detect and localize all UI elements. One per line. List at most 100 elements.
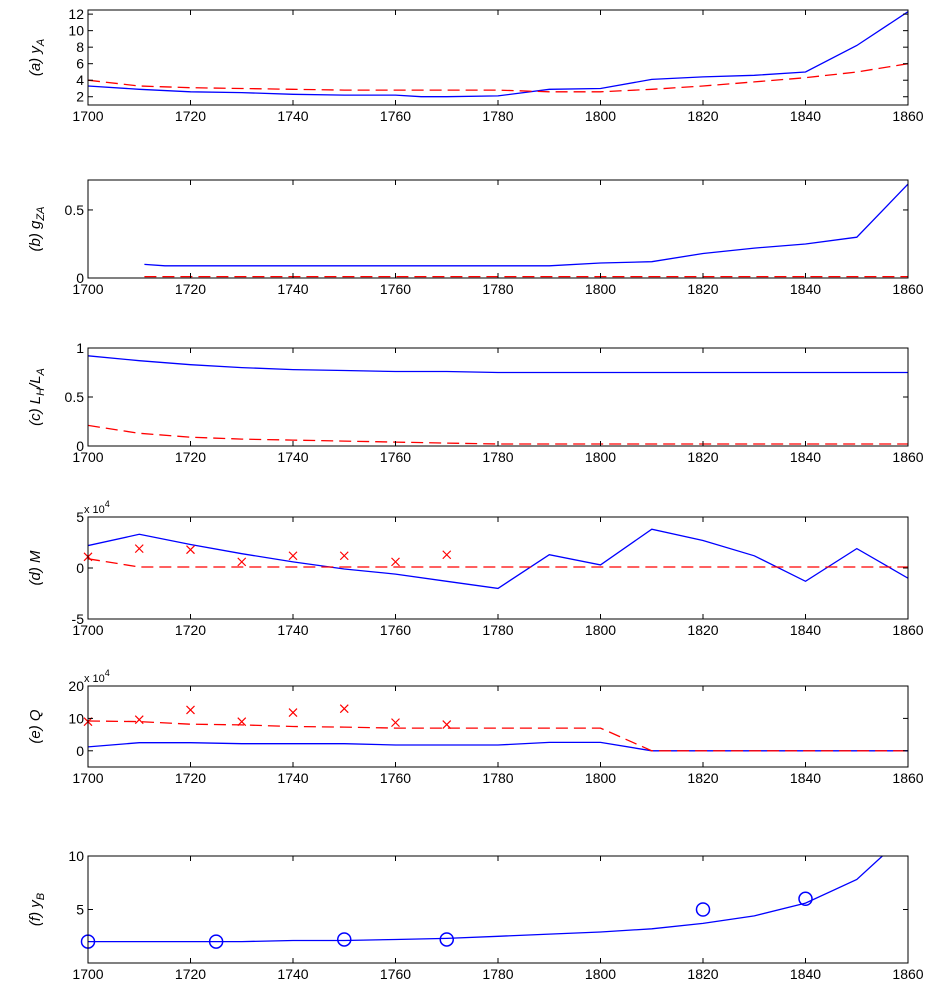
x-tick-label: 1800 <box>585 966 616 982</box>
y-tick-label: 12 <box>68 6 84 22</box>
x-tick-label: 1760 <box>380 108 411 124</box>
y-tick-label: 10 <box>68 848 84 864</box>
data-point-circle <box>695 902 711 917</box>
ylabel-prefix: (b) <box>27 229 44 252</box>
y-tick-label: 10 <box>68 23 84 39</box>
data-point-cross <box>391 718 400 728</box>
exponent-base: x 10 <box>84 504 105 516</box>
data-point-cross <box>391 557 400 567</box>
x-tick-label: 1800 <box>585 622 616 638</box>
ylabel-symbol: M <box>27 550 44 563</box>
y-tick-label: 5 <box>76 509 84 525</box>
x-tick-label: 1700 <box>72 770 103 786</box>
x-tick-label: 1740 <box>277 622 308 638</box>
ylabel-subscript: ZA <box>35 207 47 222</box>
x-tick-label: 1840 <box>790 281 821 297</box>
x-tick-label: 1780 <box>482 770 513 786</box>
data-point-cross <box>186 545 195 555</box>
series-line-dashed-red <box>88 63 908 93</box>
x-tick-label: 1860 <box>892 281 923 297</box>
x-tick-label: 1860 <box>892 622 923 638</box>
y-tick-label: 2 <box>76 89 84 105</box>
x-tick-label: 1860 <box>892 770 923 786</box>
y-axis-label: (f) yB <box>27 893 47 926</box>
y-axis-label: (c) LH/LA <box>27 368 47 426</box>
y-tick-label: 5 <box>76 902 84 918</box>
x-tick-label: 1700 <box>72 108 103 124</box>
ylabel-symbol-2: /L <box>27 375 44 389</box>
x-tick-label: 1700 <box>72 281 103 297</box>
x-tick-label: 1740 <box>277 281 308 297</box>
exponent-power: 4 <box>105 499 110 509</box>
x-tick-label: 1780 <box>482 449 513 465</box>
exponent-power: 4 <box>105 668 110 678</box>
y-tick-label: 20 <box>68 678 84 694</box>
x-tick-label: 1860 <box>892 108 923 124</box>
axes-box <box>87 855 909 964</box>
x-tick-label: 1720 <box>175 770 206 786</box>
series-line-dashed-red <box>88 720 908 752</box>
x-tick-label: 1720 <box>175 966 206 982</box>
data-point-cross <box>134 544 144 554</box>
axis-exponent-label: x 104 <box>84 499 110 516</box>
axes-box <box>87 9 909 106</box>
axes-box <box>87 516 909 620</box>
axes-box <box>87 347 909 447</box>
ylabel-subscript: B <box>35 893 47 900</box>
x-tick-label: 1820 <box>687 622 718 638</box>
x-tick-label: 1760 <box>380 770 411 786</box>
x-tick-label: 1700 <box>72 966 103 982</box>
x-tick-label: 1760 <box>380 281 411 297</box>
x-tick-label: 1720 <box>175 622 206 638</box>
series-line-solid-blue <box>88 11 908 98</box>
ylabel-subscript: A <box>35 39 47 47</box>
ylabel-symbol: y <box>27 45 44 55</box>
x-tick-label: 1860 <box>892 449 923 465</box>
x-tick-label: 1760 <box>380 449 411 465</box>
x-tick-label: 1780 <box>482 108 513 124</box>
series-line-solid-blue <box>144 183 908 267</box>
y-tick-label: 0.5 <box>65 202 85 218</box>
ylabel-prefix: (f) <box>27 908 44 926</box>
data-point-cross <box>442 550 452 560</box>
x-tick-label: 1700 <box>72 622 103 638</box>
y-tick-label: 1 <box>76 340 84 356</box>
ylabel-prefix: (d) <box>27 563 44 586</box>
x-tick-label: 1740 <box>277 770 308 786</box>
x-tick-label: 1720 <box>175 449 206 465</box>
ylabel-symbol: L <box>27 396 44 404</box>
y-tick-label: 0 <box>76 743 84 759</box>
y-tick-label: 0 <box>76 438 84 454</box>
ylabel-prefix: (e) <box>27 721 44 744</box>
y-tick-label: 10 <box>68 710 84 726</box>
ylabel-symbol: Q <box>27 709 44 721</box>
x-tick-label: 1760 <box>380 622 411 638</box>
y-tick-label: 0 <box>76 270 84 286</box>
ylabel-symbol: y <box>27 899 44 909</box>
x-tick-label: 1800 <box>585 108 616 124</box>
data-point-circle <box>439 932 454 947</box>
y-tick-label: 8 <box>76 39 84 55</box>
data-point-cross <box>339 704 349 714</box>
x-tick-label: 1760 <box>380 966 411 982</box>
ylabel-symbol: g <box>27 220 44 229</box>
series-line-solid-blue <box>88 856 883 943</box>
x-tick-label: 1800 <box>585 281 616 297</box>
data-point-cross <box>288 708 298 717</box>
x-tick-label: 1740 <box>277 449 308 465</box>
y-tick-label: 0 <box>76 560 84 576</box>
x-tick-label: 1820 <box>687 770 718 786</box>
data-point-cross <box>442 720 452 729</box>
x-tick-label: 1840 <box>790 622 821 638</box>
data-point-cross <box>237 557 247 567</box>
x-tick-label: 1820 <box>687 966 718 982</box>
x-tick-label: 1820 <box>687 281 718 297</box>
y-axis-label: (e) Q <box>27 709 44 744</box>
y-axis-label: (d) M <box>27 550 44 586</box>
panel-f: 1700 1720 1740 1760 1780 1800 1820 1840 1860 5 10 (… <box>27 848 924 982</box>
series-line-dashed-red <box>88 558 908 568</box>
x-tick-label: 1780 <box>482 281 513 297</box>
x-tick-label: 1700 <box>72 449 103 465</box>
panel-c: 1700 1720 1740 1760 1780 1800 1820 1840 1860 0 0.5… <box>27 340 924 465</box>
